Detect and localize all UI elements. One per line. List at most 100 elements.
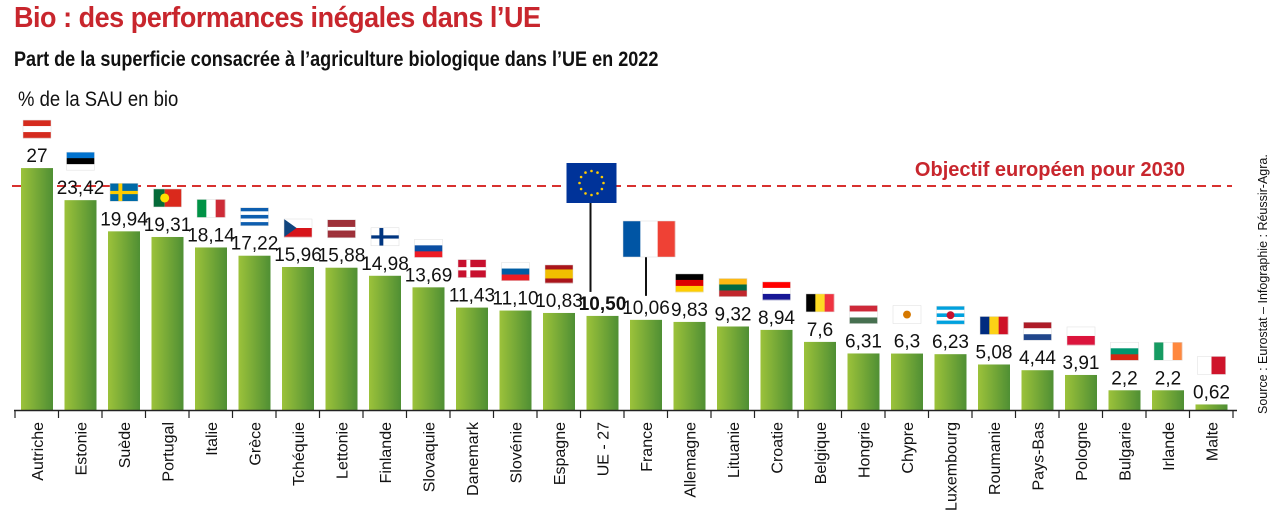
bar-roumanie <box>978 364 1010 410</box>
bar-hongrie <box>847 353 880 410</box>
bar-italie <box>195 247 227 410</box>
value-label: 2,2 <box>1155 368 1181 389</box>
value-label: 10,50 <box>579 294 627 315</box>
bar-slovaquie <box>412 287 445 410</box>
objective-label: Objectif européen pour 2030 <box>915 159 1185 181</box>
category-label: Lettonie <box>335 422 352 479</box>
czechia-flag-icon <box>283 218 313 238</box>
bar-belgique <box>804 341 836 410</box>
category-label: Luxembourg <box>944 422 961 511</box>
bar-allemagne <box>673 321 706 410</box>
x-axis: Autriche Estonie Suède Portugal Italie Grèce T… <box>14 409 1237 511</box>
cyprus-flag-icon <box>892 305 922 324</box>
category-label: Finlande <box>378 422 395 483</box>
category-label: Roumanie <box>987 422 1004 495</box>
bar-portugal <box>151 236 184 410</box>
value-label: 8,94 <box>758 308 795 329</box>
category-label: Irlande <box>1161 422 1178 471</box>
poland-flag-icon <box>1066 326 1096 346</box>
ireland-flag-icon <box>1153 342 1183 361</box>
category-label: Pologne <box>1074 422 1091 481</box>
bars-group: 27 23,42 19,9419,3118,1417,2215,9615,8814,… <box>21 119 1230 410</box>
france-flag-icon <box>622 220 676 258</box>
value-label: 15,88 <box>318 246 366 267</box>
category-label: Slovaquie <box>422 422 439 492</box>
value-label: 27 <box>26 146 47 167</box>
value-label: 2,2 <box>1111 368 1137 389</box>
bar-malte <box>1195 404 1228 410</box>
romania-flag-icon <box>979 316 1009 335</box>
value-label: 6,31 <box>845 331 882 352</box>
y-axis-label: % de la SAU en bio <box>18 88 179 111</box>
eu-flag-icon <box>566 163 617 203</box>
value-label: 19,94 <box>100 209 148 230</box>
croatia-flag-icon <box>762 281 791 301</box>
bar-chypre <box>891 353 923 410</box>
bar-espagne <box>543 312 575 410</box>
slovakia-flag-icon <box>414 239 443 258</box>
value-label: 4,44 <box>1019 348 1056 369</box>
finland-flag-icon <box>370 227 400 247</box>
bar-lettonie <box>325 267 358 410</box>
value-label: 11,10 <box>492 289 538 310</box>
value-label: 15,96 <box>274 245 322 266</box>
category-label: Chypre <box>900 422 917 474</box>
chart-subtitle: Part de la superficie consacrée à l’agri… <box>14 48 659 71</box>
bar-autriche <box>21 168 53 410</box>
germany-flag-icon <box>675 273 704 293</box>
latvia-flag-icon <box>327 219 356 239</box>
bar-pologne <box>1065 374 1097 410</box>
bar-gr-ce <box>238 255 271 410</box>
portugal-flag-icon <box>153 188 182 208</box>
category-label: Hongrie <box>857 422 874 478</box>
category-label: Tchéquie <box>291 422 308 486</box>
category-label: Portugal <box>161 422 178 482</box>
value-label: 13,69 <box>405 265 453 286</box>
bar-su-de <box>108 231 140 410</box>
category-label: Slovénie <box>509 422 526 483</box>
bar-finlande <box>369 275 401 410</box>
sweden-flag-icon <box>109 183 139 202</box>
luxembourg-flag-icon <box>936 305 965 325</box>
value-label: 23,42 <box>57 178 105 199</box>
value-label: 6,23 <box>932 332 969 353</box>
category-label: Autriche <box>30 422 47 481</box>
bar-estonie <box>64 200 97 410</box>
denmark-flag-icon <box>457 259 487 278</box>
value-label: 0,62 <box>1193 382 1230 403</box>
value-label: 5,08 <box>976 342 1013 363</box>
category-label: Grèce <box>248 422 265 466</box>
objective-2030: Objectif européen pour 2030 <box>12 159 1232 187</box>
category-label: Suède <box>117 422 134 468</box>
category-label: Pays-Bas <box>1031 422 1048 490</box>
category-label: Danemark <box>465 421 482 496</box>
value-label: 9,32 <box>715 304 752 325</box>
bar-danemark <box>456 307 488 410</box>
category-label: Croatie <box>770 422 787 474</box>
bar-slov-nie <box>499 310 532 410</box>
hungary-flag-icon <box>849 305 878 324</box>
austria-flag-icon <box>22 119 52 139</box>
value-label: 17,22 <box>231 234 279 255</box>
value-label: 10,06 <box>622 298 670 319</box>
value-label: 7,6 <box>807 320 833 341</box>
malta-flag-icon <box>1197 356 1226 375</box>
category-label: UE - 27 <box>596 422 613 476</box>
category-label: France <box>639 422 656 472</box>
category-label: Belgique <box>813 422 830 484</box>
bulgaria-flag-icon <box>1110 342 1139 361</box>
value-label: 6,3 <box>894 332 920 353</box>
bar-ue-27 <box>586 315 619 410</box>
value-label: 3,91 <box>1063 353 1100 374</box>
chart-title: Bio : des performances inégales dans l’U… <box>14 2 541 34</box>
category-label: Italie <box>204 422 221 456</box>
bar-lituanie <box>717 326 749 410</box>
bar-irlande <box>1152 390 1184 410</box>
netherlands-flag-icon <box>1023 321 1052 341</box>
value-label: 18,14 <box>187 225 235 246</box>
bar-france <box>630 319 662 410</box>
bar-tch-quie <box>282 266 314 410</box>
greece-flag-icon <box>240 207 269 227</box>
spain-flag-icon <box>544 264 574 284</box>
category-label: Espagne <box>552 422 569 485</box>
